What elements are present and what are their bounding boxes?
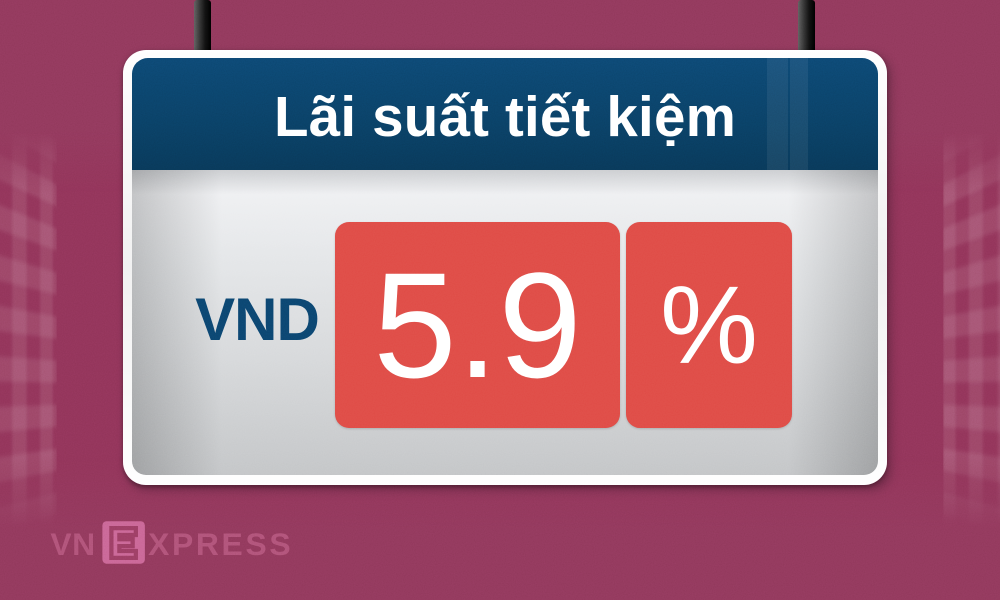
- svg-text:XPRESS: XPRESS: [148, 526, 293, 562]
- svg-text:VN: VN: [50, 526, 95, 562]
